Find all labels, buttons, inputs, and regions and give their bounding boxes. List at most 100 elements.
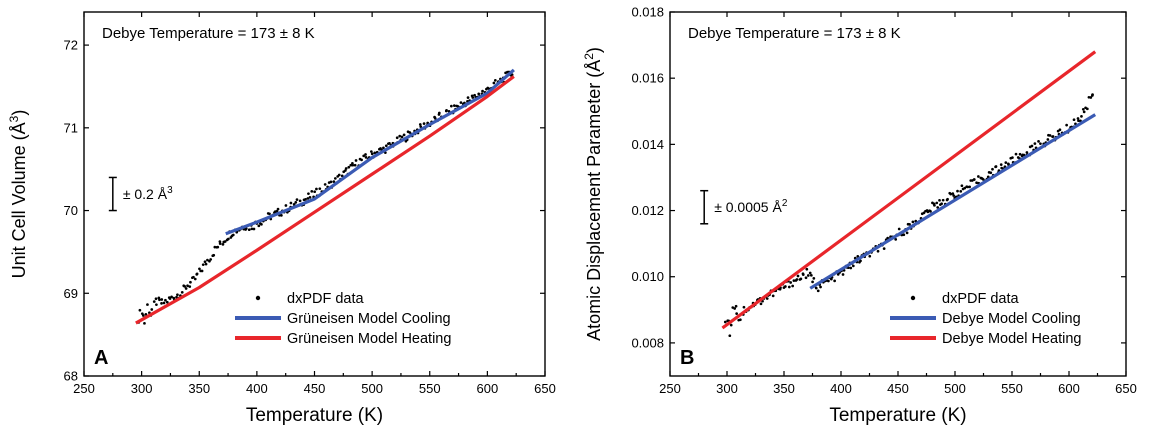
data-point — [175, 295, 178, 299]
data-point — [742, 305, 746, 309]
data-point — [801, 273, 805, 277]
data-point — [902, 233, 906, 237]
data-point — [388, 142, 391, 145]
data-point — [289, 201, 293, 205]
data-point — [804, 276, 808, 280]
data-point — [351, 163, 355, 167]
y-tick-label: 72 — [64, 38, 78, 53]
data-point — [349, 163, 353, 167]
data-point — [212, 253, 216, 257]
data-point — [275, 209, 279, 213]
data-point — [155, 303, 158, 307]
x-tick-label: 650 — [534, 381, 556, 396]
data-point — [966, 185, 969, 189]
data-point — [795, 278, 799, 281]
data-point — [164, 298, 167, 302]
y-axis-label-text: Atomic Displacement Parameter (Å — [584, 60, 604, 341]
y-axis-label-tail: ) — [584, 47, 604, 53]
data-point — [452, 104, 456, 107]
data-point — [471, 96, 475, 99]
data-point — [819, 285, 822, 289]
data-point — [827, 279, 830, 283]
data-point — [402, 133, 406, 137]
data-point — [141, 314, 145, 317]
chart-panel-a: 250 300 350 400 450 500 550 600 650 68 69 70 71 72 Tem… — [7, 11, 556, 426]
data-point — [160, 298, 164, 301]
data-point — [183, 285, 187, 288]
data-point — [298, 199, 302, 203]
data-point — [152, 300, 156, 303]
y-tick-label: 0.018 — [631, 5, 664, 20]
data-point — [481, 89, 484, 93]
data-point — [203, 260, 207, 264]
data-point — [373, 151, 377, 155]
x-tick-label: 450 — [887, 381, 909, 396]
data-point — [1018, 152, 1022, 156]
data-point — [369, 150, 373, 153]
x-tick-label: 400 — [246, 381, 268, 396]
data-point — [1033, 142, 1037, 145]
data-point — [370, 152, 374, 156]
x-tick-label: 250 — [659, 381, 681, 396]
data-point — [814, 286, 818, 290]
data-point — [218, 242, 222, 246]
data-point — [1089, 96, 1093, 99]
data-point — [247, 228, 251, 232]
data-point — [894, 238, 898, 241]
data-point — [999, 163, 1003, 166]
data-point — [728, 334, 732, 338]
x-tick-label: 400 — [830, 381, 852, 396]
data-point — [492, 81, 496, 85]
data-point — [466, 96, 470, 99]
data-point — [723, 320, 727, 324]
data-point — [1014, 152, 1018, 156]
data-point — [812, 277, 816, 280]
data-point — [418, 123, 422, 126]
data-point — [294, 200, 298, 204]
data-point — [154, 297, 158, 301]
data-point — [200, 269, 204, 273]
data-point — [1025, 151, 1029, 154]
data-point — [344, 167, 348, 170]
data-point — [170, 295, 173, 299]
error-bar-label-text: ± 0.2 Å — [123, 186, 168, 202]
legend-label: Debye Model Cooling — [942, 311, 1081, 327]
data-point — [186, 284, 189, 288]
data-point — [332, 180, 336, 183]
data-point — [306, 197, 310, 200]
x-axis-label: Temperature (K) — [246, 405, 383, 426]
data-point — [209, 258, 213, 261]
data-point — [1065, 123, 1068, 127]
y-axis-label: Atomic Displacement Parameter (Å2) — [582, 47, 604, 341]
data-point — [799, 277, 803, 281]
y-tick-label: 0.008 — [631, 335, 664, 350]
legend: dxPDF data Debye Model Cooling Debye Model… — [890, 291, 1081, 347]
data-point — [150, 308, 154, 311]
x-tick-label: 300 — [131, 381, 153, 396]
data-point — [198, 267, 201, 271]
data-point — [849, 266, 853, 270]
data-point — [1051, 135, 1055, 138]
data-point — [400, 135, 404, 139]
data-point — [354, 159, 358, 162]
data-point — [165, 300, 169, 304]
data-point — [991, 167, 994, 171]
data-point — [952, 194, 956, 197]
data-point — [192, 275, 195, 279]
x-tick-label: 500 — [361, 381, 383, 396]
y-tick-label: 0.014 — [631, 137, 664, 152]
legend-label: dxPDF data — [287, 291, 364, 307]
data-point — [310, 189, 314, 193]
error-bar-label: ± 0.0005 Å2 — [714, 198, 788, 215]
data-point — [1091, 93, 1094, 96]
data-point — [284, 204, 288, 207]
data-point — [252, 227, 256, 231]
data-point — [445, 108, 448, 112]
data-point — [364, 156, 368, 159]
data-point — [216, 245, 220, 249]
data-point — [1072, 118, 1076, 122]
data-point — [382, 146, 385, 150]
data-point — [941, 198, 945, 202]
data-point — [223, 240, 227, 243]
